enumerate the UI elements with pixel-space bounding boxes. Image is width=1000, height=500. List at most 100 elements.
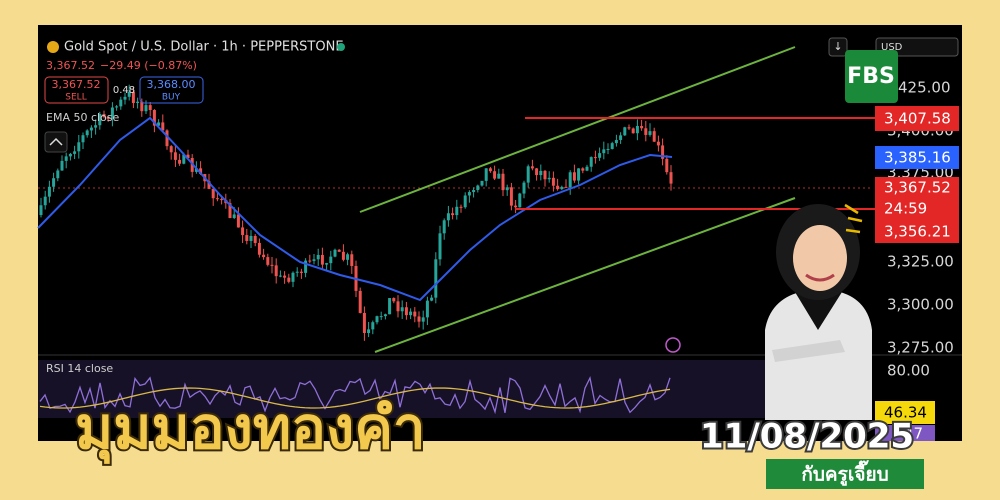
candle-body [287,277,291,282]
candle-body [442,220,446,234]
candle-body [602,149,606,154]
candle-body [396,301,400,312]
candle-body [220,199,224,201]
candle-body [551,177,555,186]
candle-body [560,186,564,190]
candle-body [606,148,610,150]
candle-body [341,251,345,260]
collapse-icon [49,137,63,146]
rsi-ma-line [39,387,671,409]
candle-body [60,160,64,171]
price-axis-label: 3,325.00 [887,253,954,271]
buy-button[interactable] [139,76,204,104]
candle-body [610,143,614,149]
buy-price: 3,368.00 [147,78,196,91]
sell-button[interactable] [44,76,109,104]
candle-body [421,317,425,322]
candle-body [661,145,665,159]
candle-body [131,91,135,103]
candle-body [283,275,287,278]
candle-body [430,297,434,301]
candle-body [530,166,534,169]
channel-upper [359,46,796,213]
candle-body [665,158,669,173]
candle-body [73,151,77,154]
candle-body [110,107,114,119]
presenter-photo [765,204,872,420]
candle-body [266,257,270,265]
price-tag [875,220,959,243]
candle-body [199,168,203,175]
currency: USD [881,42,903,53]
candle-body [43,196,47,206]
candle-body [39,205,43,215]
candle-body [518,193,522,208]
candle-body [409,311,413,316]
candle-body [140,101,144,112]
candle-body [375,316,379,323]
candle-body [299,271,303,273]
symbol-icon [47,41,59,53]
candle-body [438,233,442,260]
candle-body [371,322,375,330]
candle-body [186,154,190,159]
candle-body [241,227,245,236]
candle-body [362,312,366,334]
price-tag-label: 3,407.58 [884,110,951,128]
price-tag [875,106,959,131]
candle-body [526,166,530,183]
candle-body [476,185,480,191]
candle-body [304,260,308,273]
candle-body [115,106,119,108]
candle-body [413,311,417,317]
candle-body [337,249,341,252]
candle-body [493,171,497,179]
download-icon: ↓ [833,40,842,53]
event-icon[interactable] [665,337,681,353]
candle-body [173,152,177,160]
candle-body [253,235,257,243]
candle-body [417,316,421,322]
price-axis-label: 3,275.00 [887,339,954,357]
candle-body [236,214,240,228]
collapse-button[interactable] [44,131,68,153]
candle-body [404,307,408,316]
channel-lower [374,197,796,353]
candle-body [358,290,362,313]
candle-body [215,198,219,200]
candle-body [539,170,543,176]
candle-body [652,131,656,142]
price-tag [875,146,959,169]
candle-body [308,260,312,262]
price-change: −29.49 (−0.87%) [100,59,197,72]
ema-line [37,116,673,302]
candle-body [383,314,387,317]
candle-body [451,213,455,216]
candle-body [400,307,404,312]
candle-body [98,114,102,126]
candle-body [245,235,249,241]
candle-body [127,91,131,97]
candle-body [522,182,526,194]
candle-body [85,130,89,136]
candle-body [89,127,93,131]
candle-body [589,157,593,167]
candles [39,84,673,341]
candle-body [144,105,148,112]
candle-body [581,168,585,171]
candle-body [119,99,123,107]
candle-body [656,141,660,146]
candle-body [635,125,639,134]
rsi-tag [875,401,935,424]
candle-body [295,271,299,273]
candle-body [270,264,274,266]
download-button[interactable] [828,37,848,57]
candle-body [81,135,85,143]
candle-body [333,249,337,257]
candle-body [619,135,623,140]
overlay-title: มุมมองทองคำ [75,394,426,465]
candle-body [568,172,572,188]
candle-body [320,254,324,265]
candle-body [446,213,450,221]
